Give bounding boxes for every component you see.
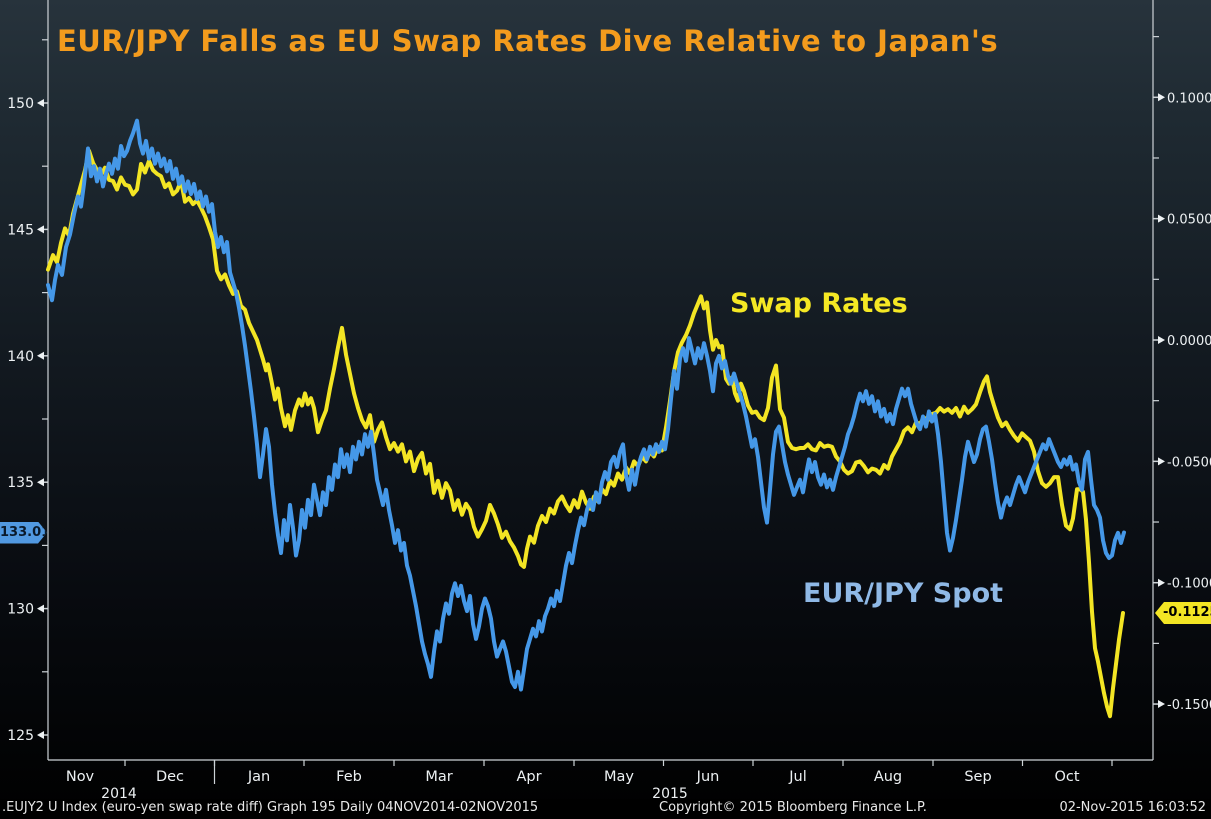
left-axis-tick-arrow (37, 225, 44, 234)
swap-rates-series-label: Swap Rates (730, 288, 908, 319)
month-label: May (604, 769, 634, 785)
status-bar: .EUJY2 U Index (euro-yen swap rate diff)… (0, 799, 1211, 819)
swap-rates-line (46, 148, 1125, 719)
month-label: Mar (425, 769, 452, 785)
year-label: 2014 (101, 786, 137, 802)
month-label: Jan (247, 769, 270, 785)
right-axis-tick-arrow (1158, 93, 1165, 102)
right-axis-tick-label: -0.0500 (1167, 455, 1211, 470)
left-axis-tick-arrow (37, 99, 44, 107)
last-price-badge-left: 133.01 (0, 521, 47, 544)
month-label: Sep (964, 769, 991, 785)
month-label: Nov (66, 769, 95, 785)
eurjpy-spot-line (46, 118, 1126, 692)
left-axis-tick-label: 130 (7, 602, 34, 618)
year-label: 2015 (652, 786, 688, 802)
status-ticker-info: .EUJY2 U Index (euro-yen swap rate diff)… (2, 800, 539, 815)
chart-title: EUR/JPY Falls as EU Swap Rates Dive Rela… (57, 24, 999, 58)
left-axis-tick-arrow (37, 478, 44, 487)
left-axis-tick-arrow (37, 731, 44, 739)
status-timestamp: 02-Nov-2015 16:03:52 (1059, 800, 1206, 815)
left-axis-tick-arrow (37, 604, 44, 613)
left-axis-tick-label: 135 (7, 475, 34, 491)
right-axis-tick-label: -0.1500 (1167, 698, 1211, 713)
eurjpy-spot-series-label: EUR/JPY Spot (803, 578, 1004, 609)
left-axis-tick-label: 150 (7, 96, 34, 112)
right-axis-tick-label: 0.1000 (1167, 91, 1211, 106)
right-axis-tick-arrow (1158, 214, 1165, 223)
month-label: Aug (874, 769, 902, 785)
right-axis-tick-arrow (1158, 700, 1165, 709)
right-axis-tick-arrow (1158, 578, 1165, 587)
right-axis-tick-label: 0.0500 (1167, 213, 1211, 228)
left-axis-tick-label: 145 (7, 222, 34, 238)
right-axis-tick-arrow (1158, 457, 1165, 466)
right-axis-tick-label: -0.1000 (1167, 577, 1211, 592)
left-axis-tick-label: 140 (7, 349, 34, 365)
month-label: Jun (696, 769, 720, 785)
month-label: Dec (156, 769, 184, 785)
left-axis-tick-label: 125 (7, 728, 34, 744)
status-copyright: Copyright© 2015 Bloomberg Finance L.P. (659, 800, 927, 815)
last-price-badge-right: -0.1125 (1155, 602, 1211, 625)
right-axis-tick-arrow (1158, 336, 1165, 344)
month-label: Oct (1054, 769, 1079, 785)
month-label: Apr (516, 769, 541, 785)
month-label: Feb (336, 769, 362, 785)
left-axis-tick-arrow (37, 351, 44, 360)
month-label: Jul (788, 769, 807, 785)
right-axis-tick-label: 0.0000 (1167, 334, 1211, 349)
